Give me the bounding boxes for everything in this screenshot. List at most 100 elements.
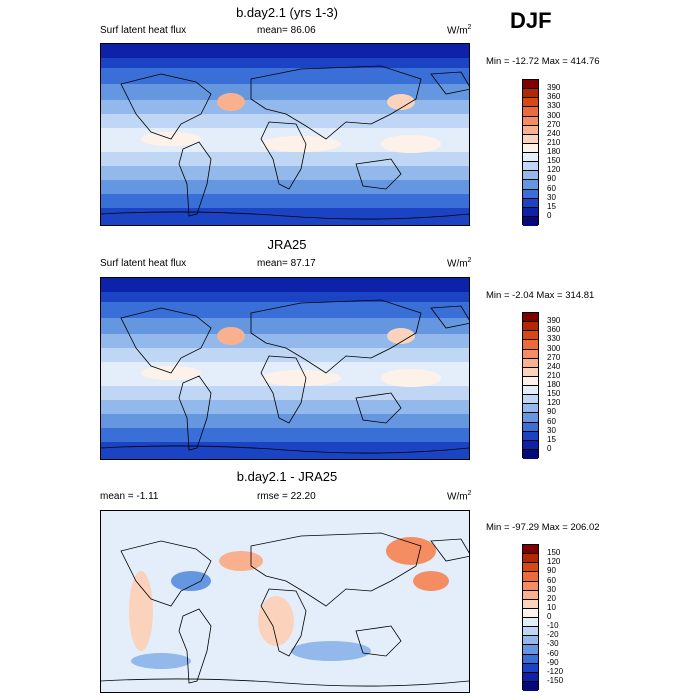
colorbar-tick-label: 300 [547,343,561,353]
colorbar-tick-label: 90 [547,174,556,184]
colorbar-swatch [523,340,538,350]
colorbar [522,312,539,459]
colorbar-swatch [523,581,538,591]
panel-title: JRA25 [267,237,307,252]
colorbar-swatch [523,313,538,323]
colorbar-tick-label: 60 [547,575,556,585]
colorbar-swatch [523,216,538,226]
colorbar-swatch [523,672,538,682]
colorbar [522,544,539,691]
colorbar-tick-label: 15 [547,434,556,444]
panel-units-label: W/m2 [447,490,472,503]
panel-title: b.day2.1 - JRA25 [236,469,338,484]
colorbar-swatch [523,572,538,582]
colorbar-tick-label: 150 [547,389,561,399]
colorbar-swatch [523,545,538,555]
min-max-label: Min = -12.72 Max = 414.76 [486,56,600,67]
panel-title: b.day2.1 (yrs 1-3) [236,5,338,20]
colorbar-tick-label: -60 [547,648,559,658]
colorbar-tick-label: 360 [547,325,561,335]
colorbar-swatch [523,386,538,396]
colorbar-tick-label: 10 [547,602,556,612]
panel-mean-label: mean= 86.06 [257,25,316,36]
colorbar-swatch [523,376,538,386]
colorbar-swatch [523,422,538,432]
colorbar-swatch [523,107,538,117]
colorbar-swatch [523,322,538,332]
colorbar-tick-label: 60 [547,183,556,193]
colorbar-swatch [523,207,538,217]
panel-mean-label: mean= 87.17 [257,258,316,269]
colorbar-swatch [523,645,538,655]
colorbar-tick-label: 240 [547,361,561,371]
colorbar-tick-label: 120 [547,165,561,175]
panel-rmse-label: rmse = 22.20 [257,491,316,502]
colorbar-tick-label: 0 [547,210,552,220]
colorbar-tick-label: 0 [547,443,552,453]
colorbar-swatch [523,162,538,172]
colorbar-swatch [523,599,538,609]
colorbar-swatch [523,116,538,126]
colorbar-swatch [523,654,538,664]
colorbar-swatch [523,80,538,90]
colorbar-swatch [523,180,538,190]
colorbar-swatch [523,413,538,423]
colorbar-tick-label: -90 [547,657,559,667]
colorbar-swatch [523,663,538,673]
colorbar-tick-label: 330 [547,101,561,111]
panel-mean-label: mean = -1.11 [100,491,159,502]
panel-units-label: W/m2 [447,24,472,37]
colorbar-tick-label: -10 [547,621,559,631]
panel-units-label: W/m2 [447,257,472,270]
map-plot [100,43,470,226]
map-plot [100,277,470,460]
colorbar-swatch [523,563,538,573]
colorbar-tick-label: 150 [547,548,561,558]
colorbar-tick-label: 30 [547,425,556,435]
colorbar-swatch [523,153,538,163]
colorbar-swatch [523,590,538,600]
colorbar-swatch [523,636,538,646]
colorbar-swatch [523,367,538,377]
colorbar-swatch [523,198,538,208]
map-field [101,44,469,225]
panel-variable-label: Surf latent heat flux [100,258,187,269]
colorbar-tick-label: 90 [547,566,556,576]
min-max-label: Min = -97.29 Max = 206.02 [486,522,600,533]
colorbar-tick-label: 180 [547,147,561,156]
colorbar-tick-label: -30 [547,639,559,649]
colorbar-swatch [523,349,538,359]
colorbar-tick-label: 60 [547,416,556,426]
colorbar-tick-label: -20 [547,630,559,640]
colorbar-tick-label: 360 [547,92,561,102]
colorbar-swatch [523,404,538,414]
colorbar-tick-label: 390 [547,83,561,93]
colorbar-tick-label: 390 [547,316,561,326]
colorbar-swatch [523,627,538,637]
colorbar-tick-label: 210 [547,370,561,380]
colorbar-swatch [523,358,538,368]
colorbar-swatch [523,171,538,181]
colorbar-tick-label: 30 [547,192,556,202]
colorbar-swatch [523,98,538,108]
colorbar-tick-label: 240 [547,128,561,138]
colorbar-swatch [523,125,538,135]
panel-variable-label: Surf latent heat flux [100,25,187,36]
colorbar-swatch [523,554,538,564]
colorbar-tick-label: 20 [547,593,556,603]
colorbar-tick-label: 180 [547,380,561,389]
colorbar [522,79,539,226]
min-max-label: Min = -2.04 Max = 314.81 [486,290,595,301]
colorbar-tick-label: 270 [547,352,561,362]
colorbar-swatch [523,449,538,459]
colorbar-tick-label: -120 [547,666,564,676]
colorbar-tick-label: 150 [547,156,561,166]
colorbar-tick-label: 300 [547,110,561,120]
colorbar-tick-label: 15 [547,201,556,211]
colorbar-swatch [523,331,538,341]
colorbar-swatch [523,134,538,144]
colorbar-tick-label: 30 [547,584,556,594]
colorbar-swatch [523,618,538,628]
map-plot [100,510,470,693]
colorbar-tick-label: 270 [547,119,561,129]
